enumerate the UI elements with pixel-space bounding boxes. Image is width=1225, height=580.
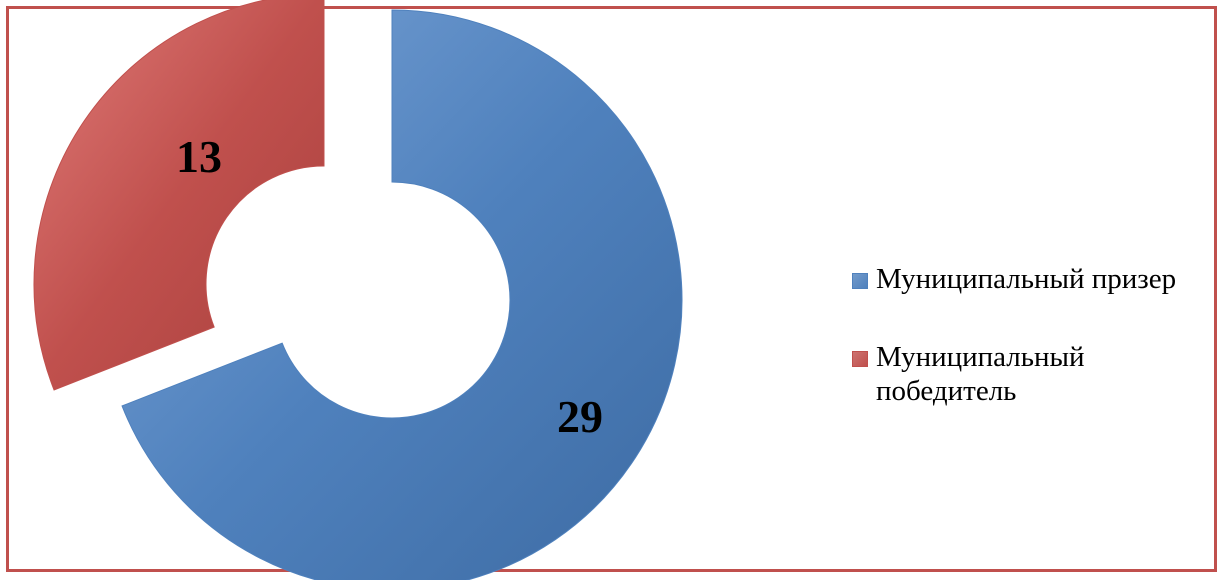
legend-label-winner: Муниципальный победитель — [876, 341, 1085, 407]
legend-swatch-prizer — [852, 273, 868, 289]
legend-swatch-winner — [852, 351, 868, 367]
data-label-winner: 13 — [176, 131, 222, 182]
slice-prizer — [121, 9, 683, 580]
slice-winner — [33, 0, 325, 391]
legend-item-prizer: Муниципальный призер — [852, 262, 1212, 296]
data-label-prizer: 29 — [557, 391, 603, 442]
legend-item-winner: Муниципальный победитель — [852, 340, 1212, 408]
legend: Муниципальный призер Муниципальный побед… — [852, 262, 1212, 452]
legend-label-prizer: Муниципальный призер — [876, 263, 1177, 295]
